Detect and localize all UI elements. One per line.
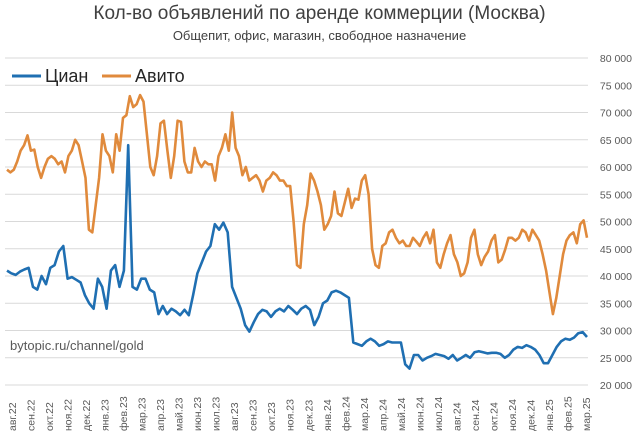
x-tick-label: июн.24 [414,397,426,431]
legend-label-0: Циан [45,66,88,86]
x-tick-label: ноя.23 [285,399,297,431]
y-tick-label: 80 000 [600,53,632,65]
x-tick-label: дек.24 [525,400,537,431]
x-tick-label: окт.24 [488,402,500,431]
x-tick-label: окт.23 [266,402,278,431]
y-tick-label: 20 000 [600,380,632,392]
x-tick-label: фев.24 [340,396,352,431]
x-tick-label: июл.23 [211,397,223,431]
y-tick-label: 70 000 [600,108,632,120]
x-tick-label: авг.24 [451,402,463,431]
x-tick-label: май.24 [396,397,408,431]
y-axis: 20 000 25 000 30 000 35 000 40 000 45 000 50 0… [600,53,632,392]
x-tick-label: янв.24 [322,399,334,431]
chart-subtitle: Общепит, офис, магазин, свободное назнач… [172,28,467,43]
x-tick-label: янв.23 [100,399,112,431]
y-tick-label: 25 000 [600,353,632,365]
series-line-0 [6,143,588,370]
legend: Циан Авито [12,66,185,86]
x-tick-label: дек.22 [81,400,93,431]
y-tick-label: 65 000 [600,135,632,147]
y-tick-label: 75 000 [600,80,632,92]
x-tick-label: дек.23 [303,400,315,431]
x-tick-label: мар.24 [359,397,371,431]
x-tick-label: янв.25 [544,399,556,431]
x-tick-label: апр.24 [377,399,389,431]
y-tick-label: 40 000 [600,271,632,283]
x-tick-label: сен.23 [248,399,260,431]
x-tick-label: фев.23 [118,396,130,431]
x-tick-label: сен.22 [26,399,38,431]
x-tick-label: окт.22 [44,402,56,431]
x-tick-label: июн.23 [192,397,204,431]
x-axis: авг.22 сен.22 окт.22 ноя.22 дек.22 янв.23 фев.… [7,396,593,431]
legend-label-1: Авито [135,66,185,86]
x-tick-label: сен.24 [470,399,482,431]
x-tick-label: авг.22 [7,402,19,431]
x-tick-label: май.23 [174,397,186,431]
series-lines [6,93,589,370]
chart-title: Кол-во объявлений по аренде коммерции (М… [93,3,546,24]
watermark-text: bytopic.ru/channel/gold [10,338,144,353]
x-tick-label: ноя.24 [507,399,519,431]
y-tick-label: 45 000 [600,244,632,256]
x-tick-label: мар.23 [137,397,149,431]
x-tick-label: ноя.22 [63,399,75,431]
x-tick-label: апр.23 [155,399,167,431]
series-line-1 [6,93,589,316]
y-tick-label: 55 000 [600,189,632,201]
y-tick-label: 30 000 [600,326,632,338]
x-tick-label: июл.24 [433,397,445,431]
y-tick-label: 35 000 [600,298,632,310]
x-tick-label: фев.25 [562,396,574,431]
x-tick-label: авг.23 [229,402,241,431]
x-tick-label: мар.25 [581,397,593,431]
y-tick-label: 50 000 [600,217,632,229]
y-tick-label: 60 000 [600,162,632,174]
